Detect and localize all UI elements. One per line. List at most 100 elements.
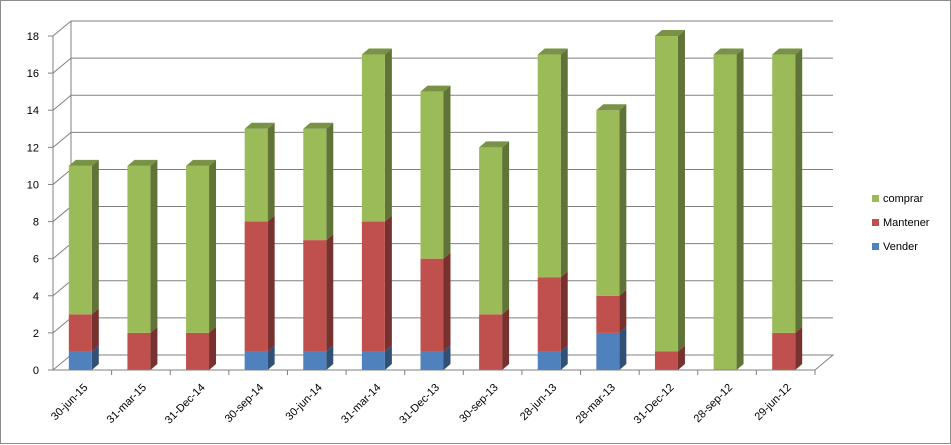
bar-stack	[596, 104, 627, 370]
bar-comprar-side	[795, 48, 803, 333]
bar-stack	[420, 85, 451, 370]
bar-comprar-side	[267, 122, 275, 222]
y-tick-label: 16	[27, 68, 39, 80]
y-tick-label: 4	[33, 291, 39, 303]
bar-comprar-side	[502, 141, 510, 315]
x-tick-label: 28-sep-12	[692, 382, 736, 426]
y-axis-ticks: 0 2 4 6 8 10 12 14 16 18	[27, 31, 54, 377]
bar-stack	[303, 122, 334, 370]
bar-mantener	[361, 221, 385, 352]
legend-label-vender: Vender	[883, 241, 918, 253]
bar-mantener-side	[502, 308, 510, 370]
y-tick-label: 0	[33, 365, 39, 377]
bar-mantener-side	[443, 252, 451, 352]
bar-stack	[186, 159, 217, 370]
bar-vender	[244, 351, 268, 370]
bar-comprar-side	[91, 159, 99, 315]
bar-vender-side	[443, 345, 451, 370]
bar-vender	[303, 351, 327, 370]
bar-mantener	[68, 314, 92, 352]
bar-vender	[537, 351, 561, 370]
x-tick-label: 28-jun-13	[518, 382, 559, 423]
bar-stack	[127, 159, 158, 370]
x-axis-ticks: 30-jun-15 31-mar-15 31-Dec-14 30-sep-14 30-j…	[49, 369, 816, 427]
legend-swatch-comprar	[872, 195, 879, 202]
legend: comprar Mantener Vender	[872, 193, 930, 253]
bar-comprar-top	[654, 30, 685, 36]
x-tick-label: 31-Dec-12	[632, 382, 677, 427]
bar-comprar-side	[443, 85, 451, 259]
bar-comprar	[303, 128, 327, 241]
y-tick-label: 14	[27, 105, 39, 117]
y-tick-label: 10	[27, 179, 39, 191]
bar-mantener	[479, 314, 503, 370]
bar-mantener-side	[795, 326, 803, 370]
bar-comprar-side	[619, 104, 627, 296]
y-tick-label: 6	[33, 254, 39, 266]
x-tick-label: 30-sep-13	[457, 382, 501, 426]
bar-stack	[654, 30, 685, 370]
bar-mantener-side	[326, 234, 334, 352]
bar-mantener	[772, 332, 796, 370]
bar-comprar-top	[420, 85, 451, 92]
bar-mantener	[186, 332, 210, 370]
bar-vender-side	[91, 345, 99, 370]
bar-comprar	[244, 128, 268, 222]
bar-comprar-side	[560, 48, 568, 278]
bar-comprar	[68, 165, 92, 315]
bar-comprar	[596, 110, 620, 296]
bar-mantener-side	[384, 215, 392, 352]
bar-comprar-top	[713, 48, 744, 55]
legend-label-mantener: Mantener	[883, 217, 930, 229]
bar-mantener-side	[209, 326, 217, 370]
bar-comprar-top	[479, 141, 510, 148]
bar-mantener	[420, 258, 444, 352]
y-tick-label: 2	[33, 328, 39, 340]
bar-mantener	[303, 240, 327, 352]
bar-comprar	[772, 54, 796, 333]
bar-stack	[68, 159, 99, 370]
bar-vender-side	[619, 326, 627, 370]
bars	[68, 30, 803, 371]
legend-swatch-vender	[872, 243, 879, 250]
gridline	[52, 94, 833, 111]
bar-comprar	[186, 165, 210, 333]
bar-comprar	[713, 54, 737, 371]
bar-mantener	[537, 277, 561, 352]
bar-stack	[537, 48, 568, 370]
bar-comprar-top	[127, 159, 158, 166]
x-tick-label: 31-Dec-14	[163, 382, 208, 427]
bar-vender-side	[326, 345, 334, 370]
bar-mantener-side	[150, 326, 158, 370]
bar-comprar	[654, 36, 678, 352]
bar-stack	[772, 48, 803, 370]
bar-mantener-side	[267, 215, 275, 352]
bar-mantener	[596, 295, 620, 333]
bar-mantener-side	[560, 271, 568, 352]
bar-mantener-side	[619, 289, 627, 333]
bar-mantener	[127, 332, 151, 370]
bar-comprar-top	[244, 122, 275, 129]
bar-comprar-side	[384, 48, 392, 222]
bar-comprar-top	[303, 122, 334, 129]
x-tick-label: 30-jun-15	[49, 382, 90, 423]
bar-stack	[244, 122, 275, 370]
bar-mantener	[244, 221, 268, 352]
bar-stack	[361, 48, 392, 370]
y-tick-label: 8	[33, 217, 39, 229]
y-tick-label: 12	[27, 142, 39, 154]
bar-vender	[361, 351, 385, 370]
bar-comprar-top	[186, 159, 217, 166]
gridline	[52, 57, 833, 74]
bar-vender	[420, 351, 444, 370]
x-tick-label: 31-mar-15	[105, 382, 149, 426]
bar-vender-side	[267, 345, 275, 370]
x-tick-label: 31-Dec-13	[397, 382, 442, 427]
legend-swatch-mantener	[872, 219, 879, 226]
gridline	[52, 131, 833, 148]
x-tick-label: 31-mar-14	[339, 382, 383, 426]
bar-comprar-side	[150, 159, 158, 333]
bar-mantener-side	[91, 308, 99, 352]
